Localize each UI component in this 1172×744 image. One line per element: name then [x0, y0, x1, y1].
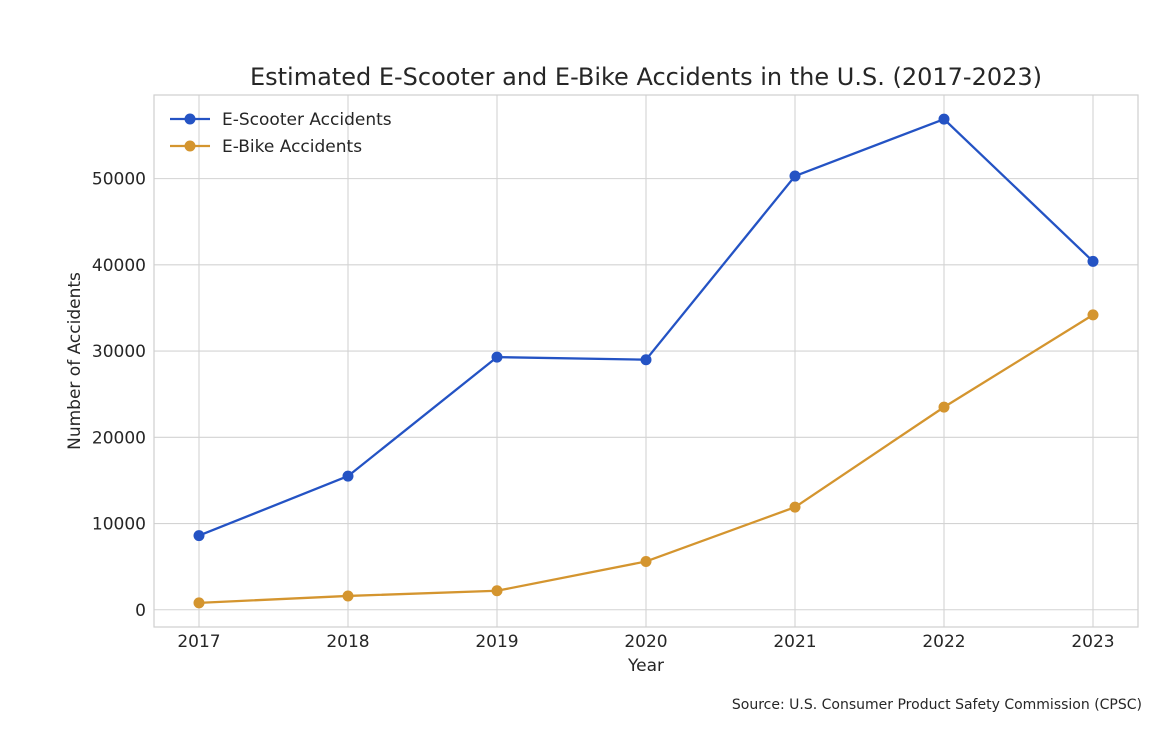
legend: E-Scooter Accidents E-Bike Accidents	[170, 110, 392, 157]
data-point-e-scooter	[342, 470, 354, 482]
data-point-e-bike	[193, 597, 205, 609]
data-point-e-bike	[1087, 309, 1099, 321]
y-tick-label: 30000	[92, 342, 146, 362]
legend-label: E-Scooter Accidents	[222, 110, 392, 130]
y-tick-labels: 0 10000 20000 30000 40000 50000	[92, 170, 146, 621]
y-tick-label: 20000	[92, 428, 146, 448]
x-axis-label: Year	[627, 656, 664, 676]
x-tick-label: 2022	[922, 632, 965, 652]
data-point-e-scooter	[640, 354, 652, 366]
x-tick-label: 2020	[624, 632, 667, 652]
data-point-e-bike	[938, 401, 950, 413]
x-tick-labels: 2017 2018 2019 2020 2021 2022 2023	[177, 632, 1114, 652]
source-note: Source: U.S. Consumer Product Safety Com…	[732, 697, 1142, 713]
data-point-e-scooter	[1087, 255, 1099, 267]
chart-title: Estimated E-Scooter and E-Bike Accidents…	[250, 63, 1042, 91]
x-tick-label: 2021	[773, 632, 816, 652]
y-tick-label: 10000	[92, 515, 146, 535]
y-axis-label: Number of Accidents	[65, 272, 85, 450]
data-point-e-scooter	[789, 170, 801, 182]
x-tick-label: 2019	[475, 632, 518, 652]
legend-marker	[184, 140, 196, 152]
data-point-e-scooter	[193, 530, 205, 542]
y-tick-label: 50000	[92, 170, 146, 190]
data-point-e-bike	[789, 501, 801, 513]
legend-label: E-Bike Accidents	[222, 137, 362, 157]
x-tick-label: 2023	[1071, 632, 1114, 652]
data-point-e-bike	[640, 555, 652, 567]
x-tick-label: 2017	[177, 632, 220, 652]
plot-frame	[153, 94, 1139, 628]
data-point-e-scooter	[938, 113, 950, 125]
y-tick-label: 40000	[92, 256, 146, 276]
data-point-e-bike	[491, 585, 503, 597]
data-point-e-scooter	[491, 351, 503, 363]
data-point-e-bike	[342, 590, 354, 602]
series-points	[193, 113, 1099, 609]
y-grid	[154, 178, 1138, 611]
y-tick-label: 0	[135, 601, 146, 621]
x-tick-label: 2018	[326, 632, 369, 652]
legend-marker	[184, 113, 196, 125]
